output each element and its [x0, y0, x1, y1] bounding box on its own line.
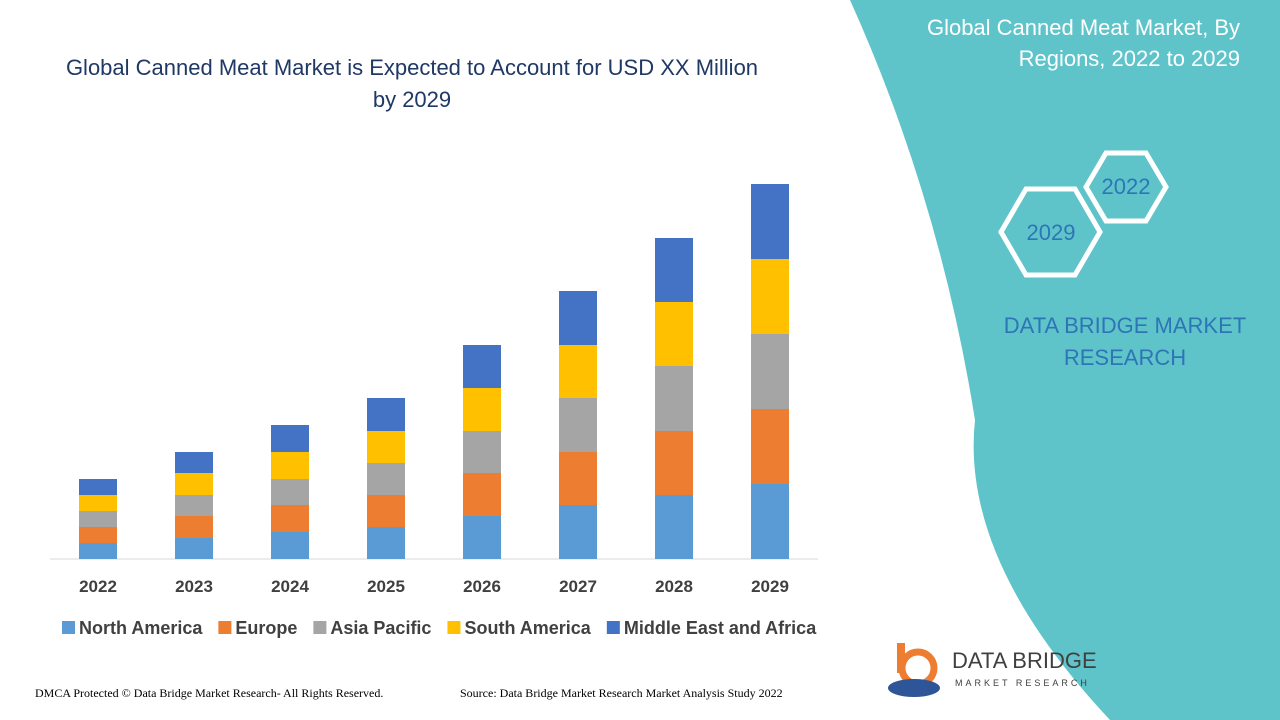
- bar-segment: [463, 388, 501, 431]
- legend-swatch: [313, 621, 327, 634]
- legend-label: South America: [464, 618, 591, 638]
- legend-label: Asia Pacific: [330, 618, 431, 638]
- bar-segment: [271, 452, 309, 479]
- bar-segment: [655, 495, 693, 559]
- bar-segment: [463, 473, 501, 516]
- bar-segment: [367, 463, 405, 495]
- hexagon-label: 2029: [1027, 220, 1076, 245]
- logo-name: DATA BRIDGE: [952, 648, 1097, 673]
- x-tick-label: 2026: [463, 577, 501, 596]
- bar-segment: [559, 398, 597, 452]
- legend-label: North America: [79, 618, 203, 638]
- bar-segment: [79, 511, 117, 527]
- source: Source: Data Bridge Market Research Mark…: [460, 686, 783, 700]
- x-tick-label: 2022: [79, 577, 117, 596]
- bar-segment: [79, 479, 117, 495]
- bar-segment: [175, 495, 213, 516]
- bar-segment: [175, 538, 213, 559]
- bar-segment: [559, 345, 597, 398]
- bar-segment: [175, 516, 213, 538]
- x-tick-label: 2029: [751, 577, 789, 596]
- bar-segment: [463, 516, 501, 559]
- x-tick-label: 2025: [367, 577, 405, 596]
- logo-icon: [888, 643, 940, 697]
- bar-segment: [751, 259, 789, 334]
- bar-segment: [79, 543, 117, 559]
- bar-segment: [751, 184, 789, 259]
- chart-title: Global Canned Meat Market is Expected to…: [65, 55, 759, 112]
- bar-segment: [751, 409, 789, 484]
- x-tick-label: 2027: [559, 577, 597, 596]
- legend-swatch: [218, 621, 232, 634]
- bar-segment: [271, 505, 309, 532]
- x-tick-label: 2028: [655, 577, 693, 596]
- bar-segment: [559, 505, 597, 559]
- bar-segment: [367, 527, 405, 559]
- legend-swatch: [447, 621, 461, 634]
- bar-segment: [751, 484, 789, 559]
- bar-segment: [655, 366, 693, 431]
- legend-swatch: [62, 621, 75, 634]
- bar-segment: [559, 452, 597, 505]
- logo-shape: [897, 643, 905, 673]
- bar-segment: [367, 398, 405, 431]
- bar-segment: [655, 302, 693, 366]
- bar-segment: [751, 334, 789, 409]
- hexagon: [998, 186, 1103, 278]
- bar-segment: [271, 425, 309, 452]
- bar-segment: [271, 532, 309, 559]
- bar-segment: [367, 431, 405, 463]
- logo-shape: [888, 679, 940, 697]
- legend-swatch: [606, 621, 620, 634]
- bar-segment: [655, 431, 693, 495]
- logo-tagline: MARKET RESEARCH: [955, 678, 1090, 688]
- legend-label: Europe: [235, 618, 297, 638]
- hexagon: [1083, 150, 1169, 224]
- bar-segment: [463, 431, 501, 473]
- bar-segment: [271, 479, 309, 505]
- copyright: DMCA Protected © Data Bridge Market Rese…: [35, 686, 383, 700]
- x-tick-label: 2023: [175, 577, 213, 596]
- bar-segment: [79, 495, 117, 511]
- bar-segment: [463, 345, 501, 388]
- bar-segment: [559, 291, 597, 345]
- panel-title: Global Canned Meat Market, By Regions, 2…: [926, 15, 1240, 71]
- bar-segment: [175, 473, 213, 495]
- brand: DATA BRIDGE MARKET RESEARCH: [1003, 313, 1247, 370]
- bar-segment: [367, 495, 405, 527]
- bar-segment: [655, 238, 693, 302]
- side-panel-bg: [850, 0, 1280, 720]
- bar-segment: [175, 452, 213, 473]
- x-tick-label: 2024: [271, 577, 309, 596]
- bar-segment: [79, 527, 117, 543]
- legend-label: Middle East and Africa: [624, 618, 817, 638]
- hexagon-label: 2022: [1102, 174, 1151, 199]
